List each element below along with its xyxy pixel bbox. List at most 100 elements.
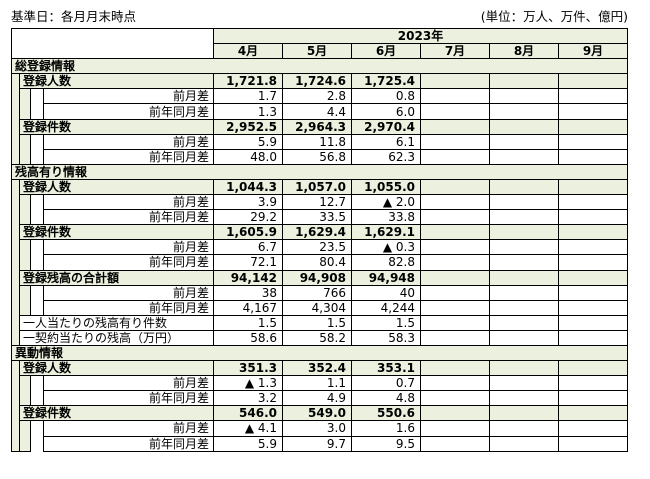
table-row: 前月差 ▲ 4.1 3.0 1.6 <box>12 420 628 452</box>
value-cell: 9.7 <box>282 435 352 452</box>
value-cell <box>558 239 628 256</box>
value-cell: 4.9 <box>282 390 352 407</box>
value-cell: 1,044.3 <box>213 178 283 196</box>
sub-label: 前月差 <box>43 284 214 301</box>
value-cell <box>489 284 559 301</box>
value-cell <box>420 314 490 331</box>
year-header: 2023年 <box>213 27 628 45</box>
value-cell: 1,629.1 <box>351 224 421 241</box>
value-cell <box>420 148 490 165</box>
value-cell: 1.5 <box>213 314 283 331</box>
value-cell <box>489 73 559 90</box>
value-cell: 2,970.4 <box>351 118 421 135</box>
value-cell <box>489 103 559 120</box>
sub-label: 前月差 <box>43 375 214 392</box>
sub-label: 前月差 <box>43 420 214 437</box>
value-cell: ▲ 1.3 <box>213 375 283 392</box>
value-cell <box>558 435 628 452</box>
sub-label: 前年同月差 <box>43 103 214 120</box>
table-row: 一契約当たりの残高（万円） 58.6 58.2 58.3 <box>12 329 628 346</box>
table-row: 前年同月差 48.0 56.8 62.3 <box>12 148 628 165</box>
table-row: 前年同月差 29.2 33.5 33.8 <box>12 209 628 226</box>
value-cell: 353.1 <box>351 360 421 377</box>
value-cell <box>420 329 490 346</box>
section-strip <box>11 178 20 346</box>
value-cell <box>558 194 628 211</box>
value-cell <box>420 178 490 196</box>
value-cell <box>420 375 490 392</box>
value-cell <box>420 360 490 377</box>
value-cell: 550.6 <box>351 405 421 422</box>
sub-label: 前月差 <box>43 88 214 105</box>
value-cell <box>420 239 490 256</box>
value-cell: 1.7 <box>213 88 283 105</box>
value-cell: 549.0 <box>282 405 352 422</box>
table-row: 登録件数 546.0 549.0 550.6 <box>12 405 628 422</box>
table-row: 登録件数 1,605.9 1,629.4 1,629.1 <box>12 224 628 241</box>
table-row: 前年同月差 3.2 4.9 4.8 <box>12 390 628 407</box>
value-cell: 48.0 <box>213 148 283 165</box>
value-cell <box>489 148 559 165</box>
group-label: 登録件数 <box>19 405 214 422</box>
value-cell: 351.3 <box>213 360 283 377</box>
group-label: 登録人数 <box>19 73 214 90</box>
value-cell: 0.7 <box>351 375 421 392</box>
value-cell <box>558 314 628 331</box>
value-cell <box>489 239 559 256</box>
section-title: 異動情報 <box>11 344 628 362</box>
value-cell <box>489 209 559 226</box>
value-cell <box>489 133 559 150</box>
table-row: 前年同月差 1.3 4.4 6.0 <box>12 103 628 120</box>
value-cell: 1.6 <box>351 420 421 437</box>
value-cell <box>489 435 559 452</box>
indent-cell <box>30 239 44 270</box>
value-cell <box>420 194 490 211</box>
value-cell: ▲ 2.0 <box>351 194 421 211</box>
value-cell: 9.5 <box>351 435 421 452</box>
value-cell: 5.9 <box>213 133 283 150</box>
value-cell: 33.8 <box>351 209 421 226</box>
value-cell <box>489 405 559 422</box>
table-row: 前月差 6.7 23.5 ▲ 0.3 <box>12 239 628 271</box>
sub-label: 前年同月差 <box>43 254 214 271</box>
section-title: 残高有り情報 <box>11 163 628 180</box>
group-label: 登録人数 <box>19 178 214 196</box>
value-cell: 3.2 <box>213 390 283 407</box>
value-cell <box>558 178 628 196</box>
value-cell: 23.5 <box>282 239 352 256</box>
group-strip <box>19 88 31 120</box>
value-cell <box>420 405 490 422</box>
value-cell: 94,908 <box>282 269 352 286</box>
value-cell: 4.4 <box>282 103 352 120</box>
value-cell: 11.8 <box>282 133 352 150</box>
value-cell: 2,952.5 <box>213 118 283 135</box>
value-cell <box>420 390 490 407</box>
value-cell <box>420 209 490 226</box>
value-cell <box>558 209 628 226</box>
group-strip <box>19 194 31 226</box>
value-cell <box>420 435 490 452</box>
sub-label: 前月差 <box>43 239 214 256</box>
value-cell: 58.3 <box>351 329 421 346</box>
value-cell <box>558 329 628 346</box>
value-cell: ▲ 0.3 <box>351 239 421 256</box>
value-cell: 352.4 <box>282 360 352 377</box>
value-cell: 94,948 <box>351 269 421 286</box>
value-cell <box>420 284 490 301</box>
group-strip <box>19 375 31 407</box>
sub-label: 前月差 <box>43 133 214 150</box>
value-cell <box>420 118 490 135</box>
value-cell <box>489 420 559 437</box>
value-cell <box>420 224 490 241</box>
value-cell <box>558 118 628 135</box>
value-cell <box>558 73 628 90</box>
value-cell: 3.9 <box>213 194 283 211</box>
value-cell: 1.5 <box>282 314 352 331</box>
value-cell <box>558 390 628 407</box>
group-strip <box>19 284 31 316</box>
sub-label: 前月差 <box>43 194 214 211</box>
value-cell <box>420 269 490 286</box>
group-label: 登録人数 <box>19 360 214 377</box>
value-cell <box>420 88 490 105</box>
value-cell: 546.0 <box>213 405 283 422</box>
